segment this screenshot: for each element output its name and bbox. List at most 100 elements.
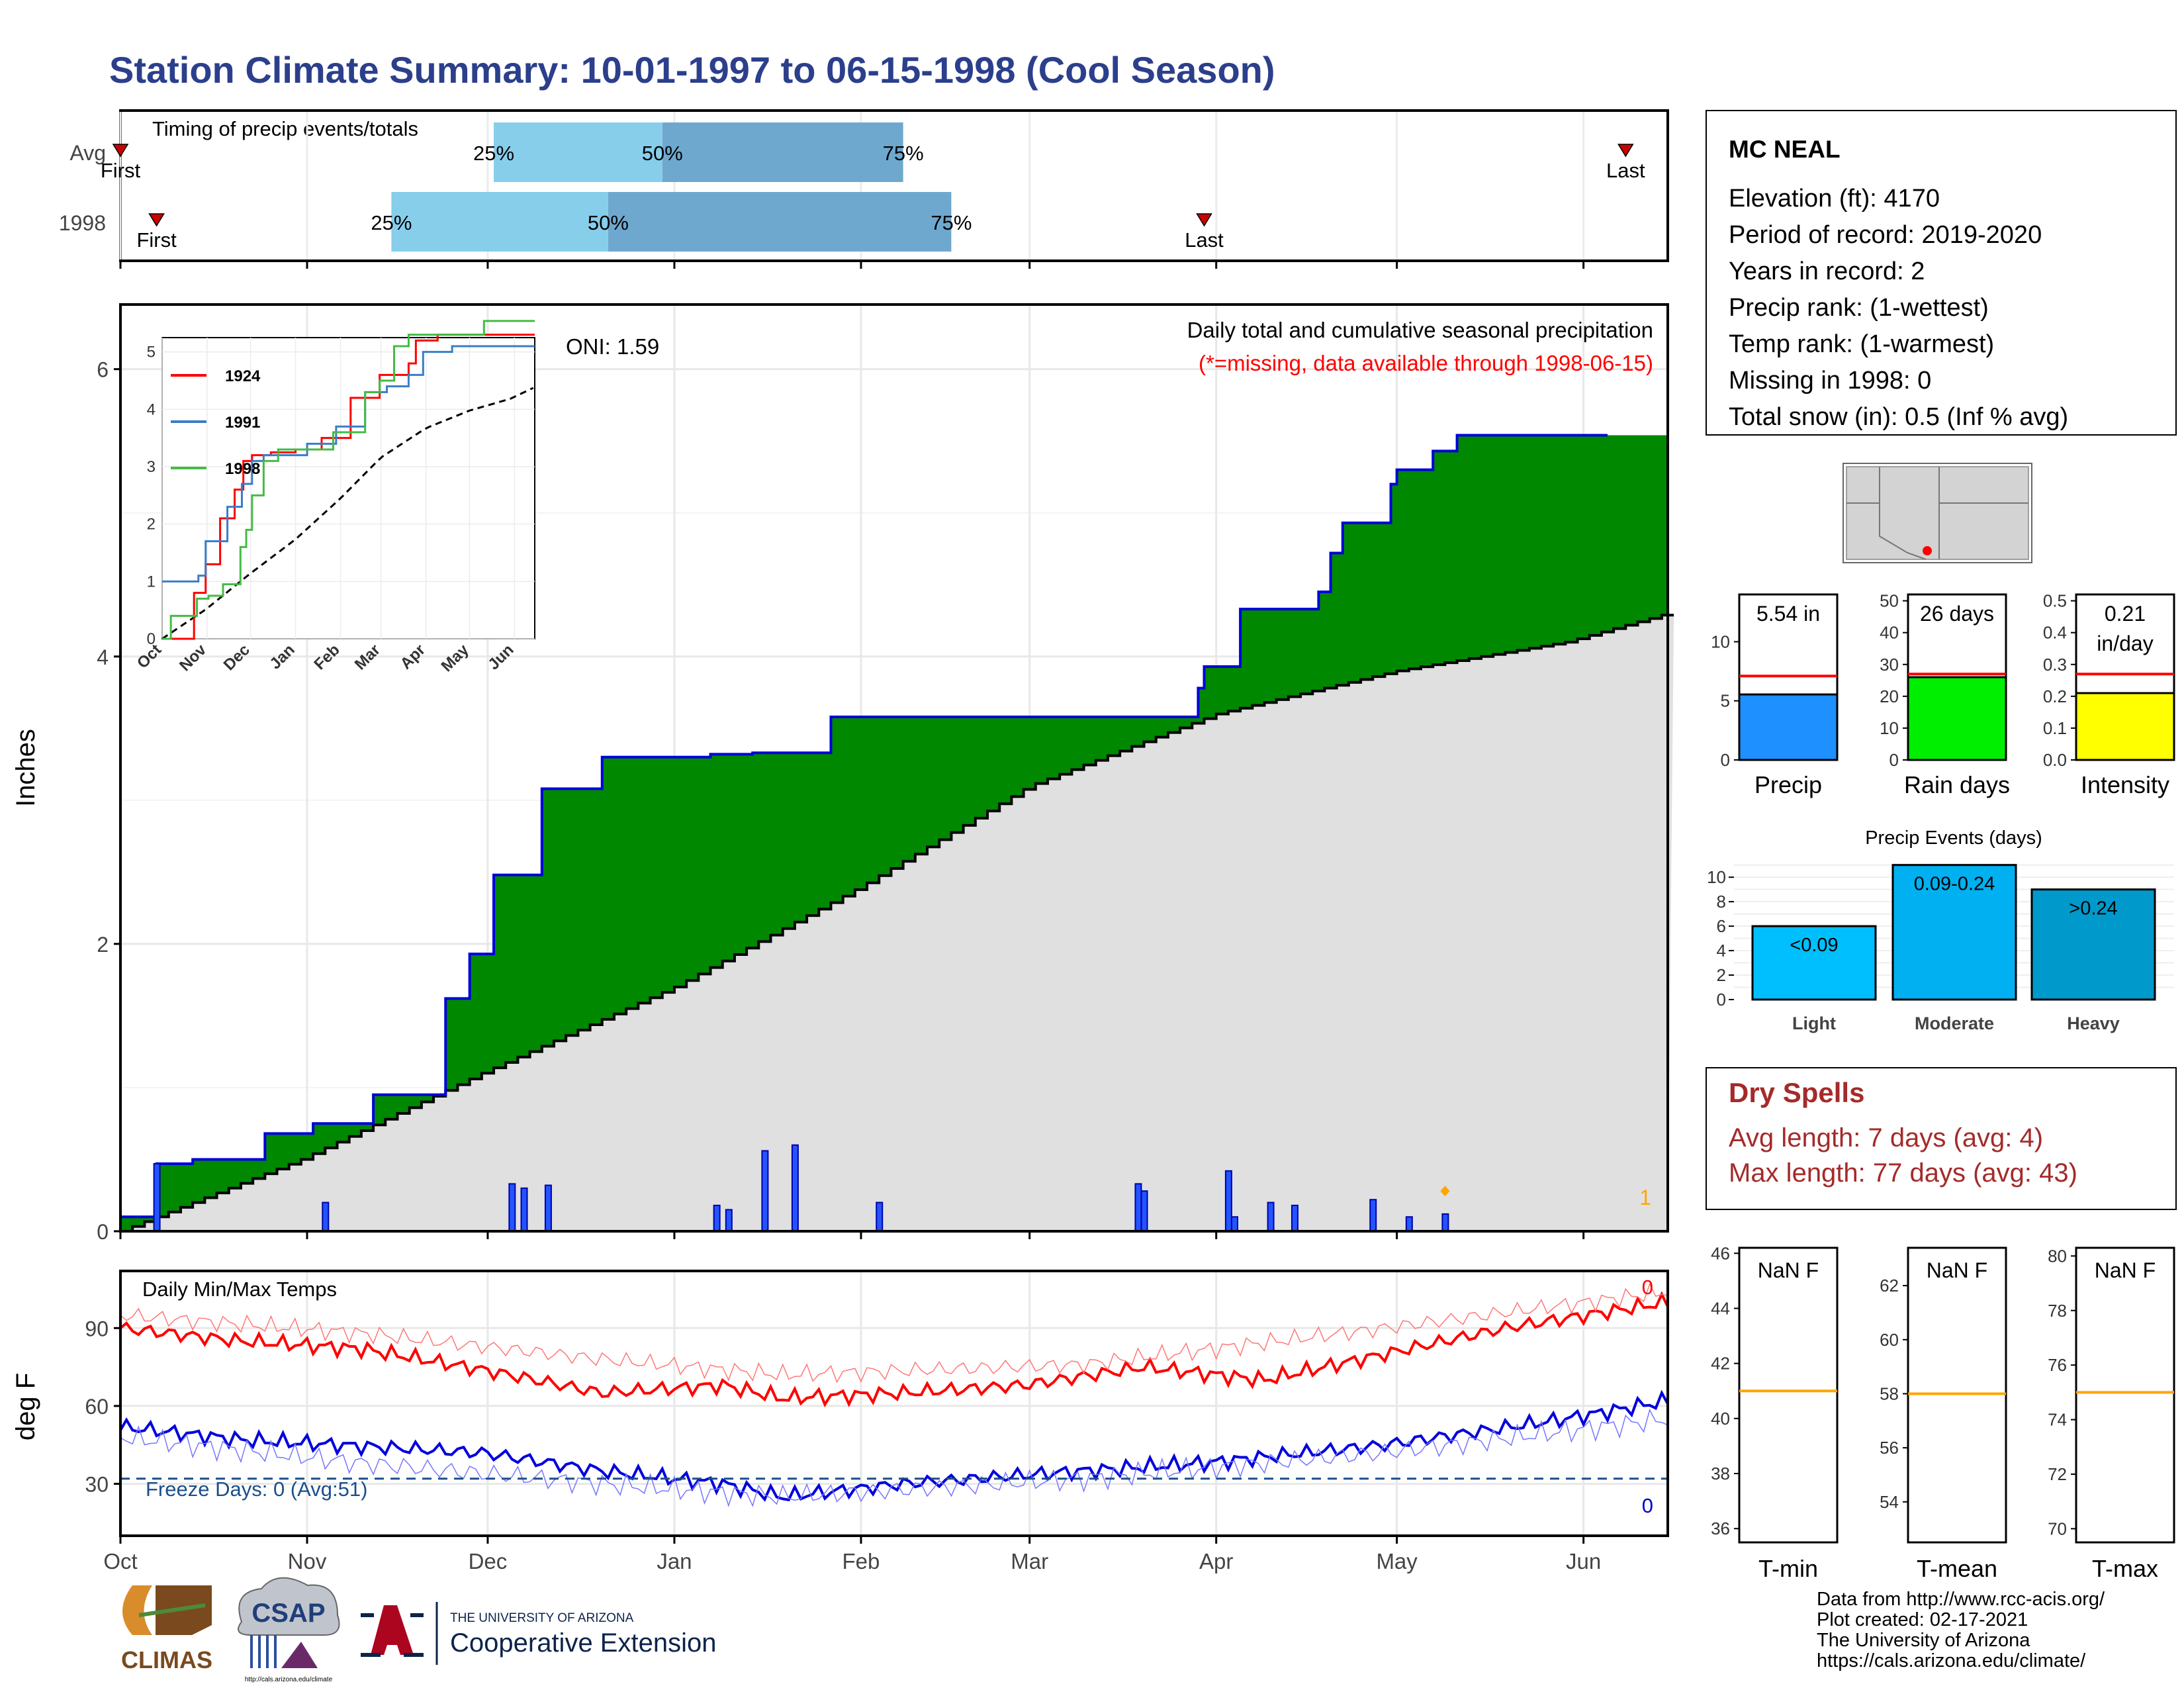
- state-borders: [1879, 467, 2028, 559]
- temp-box-tick-label: 58: [1880, 1383, 1899, 1403]
- mini-bar-tick-label: 50: [1880, 591, 1899, 611]
- mini-bar-tick-label: 10: [1711, 632, 1730, 651]
- daily-precip-bar: [153, 1162, 161, 1232]
- temp-box-tick-label: 60: [1880, 1330, 1899, 1350]
- mini-bar-value: 0.21: [2105, 602, 2146, 626]
- daily-precip-bar: [876, 1201, 884, 1232]
- mini-bar-label: Rain days: [1904, 771, 2010, 798]
- timing-panel: Timing of precip events/totals Avg 1998 …: [59, 109, 1669, 269]
- timing-first-marker: [148, 213, 165, 227]
- inset-ytick-label: 5: [147, 344, 156, 361]
- event-bar-moderate: [1891, 864, 2017, 1001]
- mini-bar-precip: [1738, 693, 1839, 761]
- precip-subcaption: (*=missing, data available through 1998-…: [1199, 351, 1653, 375]
- climas-swirl: [122, 1585, 152, 1635]
- event-bar-light: [1751, 925, 1877, 1001]
- events-title: Precip Events (days): [1865, 827, 2042, 849]
- oni-value: ONI: 1.59: [566, 334, 659, 359]
- temp-box-tick-label: 46: [1711, 1243, 1730, 1263]
- inset-ytick-label: 0: [147, 630, 156, 648]
- temp-box-value: NaN F: [1927, 1258, 1987, 1282]
- event-bar-label: >0.24: [2069, 898, 2117, 919]
- temp-box-tick-label: 70: [2048, 1519, 2067, 1538]
- month-label: Jun: [1566, 1549, 1601, 1573]
- month-label: Oct: [103, 1549, 137, 1573]
- temp-plot-bg: [120, 1271, 1668, 1536]
- temp-ytick-label: 60: [85, 1395, 109, 1419]
- station-info-line: Total snow (in): 0.5 (Inf % avg): [1729, 403, 2068, 431]
- daily-precip-bar: [725, 1209, 733, 1233]
- mini-bar-tick-label: 5: [1721, 691, 1730, 711]
- timing-q75-label: 75%: [931, 211, 972, 234]
- daily-precip-bar: [322, 1201, 330, 1232]
- month-label: Dec: [469, 1549, 508, 1573]
- timing-last-marker: [1617, 144, 1634, 158]
- station-info-line: Missing in 1998: 0: [1729, 367, 1931, 395]
- temp-box-tick-label: 76: [2048, 1355, 2067, 1375]
- climas-text: CLIMAS: [121, 1646, 212, 1673]
- mini-bar-tick-label: 30: [1880, 655, 1899, 675]
- precip-frame: [119, 303, 1669, 1233]
- inset-frame: [161, 337, 535, 639]
- arizona-border: [1846, 502, 1927, 560]
- freeze-days: Freeze Days: 0 (Avg:51): [146, 1477, 367, 1501]
- dry-frame: [1706, 1067, 2177, 1210]
- station-info-line: Precip rank: (1-wettest): [1729, 294, 1989, 322]
- csap-mountain: [281, 1642, 318, 1668]
- station-name: MC NEAL: [1729, 136, 1841, 163]
- timing-last-marker: [1196, 213, 1212, 227]
- mini-bar-value: 5.54 in: [1756, 602, 1820, 626]
- ua-big: Cooperative Extension: [450, 1628, 716, 1658]
- daily-precip-bar: [544, 1184, 552, 1232]
- normal-line: [120, 614, 1674, 1233]
- month-label: Mar: [1011, 1549, 1048, 1573]
- timing-row-1998-label: 1998: [59, 211, 106, 235]
- temp-box-tick-label: 40: [1711, 1409, 1730, 1429]
- station-marker: [1923, 546, 1932, 555]
- temp-series-max: [119, 1291, 1669, 1408]
- logos: CLIMAS CSAP http://cals.arizona.edu/clim…: [121, 1577, 716, 1683]
- precip-panel: Daily total and cumulative seasonal prec…: [11, 303, 1674, 1244]
- inset-legend-label: 1991: [225, 414, 260, 432]
- mini-bar-tick-label: 0.3: [2043, 655, 2067, 675]
- mini-bar-tick-label: 0.1: [2043, 718, 2067, 738]
- timing-q25-q50-bar: [494, 122, 662, 182]
- daily-precip-bar: [508, 1183, 516, 1232]
- timing-row-avg-label: Avg: [69, 141, 106, 165]
- credits: Data from http://www.rcc-acis.org/ Plot …: [1817, 1589, 2105, 1671]
- daily-precip-bar: [520, 1187, 528, 1232]
- precip-ytick-label: 4: [97, 645, 109, 669]
- station-info-line: Years in record: 2: [1729, 258, 1925, 285]
- daily-precip-bar: [761, 1150, 769, 1232]
- daily-precip-bar: [791, 1144, 799, 1233]
- mini-bar-tick-label: 40: [1880, 623, 1899, 643]
- credit-line-2: Plot created: 02-17-2021: [1817, 1609, 2028, 1630]
- mini-bar-tick-label: 20: [1880, 686, 1899, 706]
- temp-box-tick-label: 38: [1711, 1464, 1730, 1483]
- precip-events-chart: Precip Events (days) 0 2 4 6 8 10 <0.09 Light 0.0…: [1707, 827, 2174, 1033]
- dry-max: Max length: 77 days (avg: 43): [1729, 1158, 2077, 1188]
- csap-url: http://cals.arizona.edu/climate: [245, 1676, 333, 1683]
- mini-bar-label: Intensity: [2081, 771, 2169, 798]
- precip-corner-count: 1: [1639, 1186, 1651, 1209]
- temp-box-label: T-mean: [1917, 1555, 1997, 1582]
- temp-box-frame: [1907, 1246, 2007, 1544]
- map-region: [1846, 466, 2029, 560]
- mini-bar-rain-days: [1907, 676, 2007, 761]
- temp-box-frame: [1738, 1246, 1839, 1544]
- mini-bar-tick-label: 0.0: [2043, 750, 2067, 770]
- event-category-label: Moderate: [1915, 1013, 1994, 1033]
- temp-box-tick-label: 78: [2048, 1301, 2067, 1321]
- events-tick-label: 10: [1707, 867, 1726, 887]
- credit-line-1: Data from http://www.rcc-acis.org/: [1817, 1589, 2105, 1610]
- timing-q25-label: 25%: [371, 211, 412, 234]
- station-info-line: Period of record: 2019-2020: [1729, 221, 2042, 249]
- temp-box-label: T-max: [2092, 1555, 2158, 1582]
- mini-bar-tick-label: 10: [1880, 718, 1899, 738]
- temp-box-value: NaN F: [1758, 1258, 1819, 1282]
- ua-a-icon: [371, 1605, 414, 1655]
- inset-legend-label: 1924: [225, 367, 261, 385]
- event-bar-label: 0.09-0.24: [1914, 874, 1995, 895]
- page-title: Station Climate Summary: 10-01-1997 to 0…: [109, 49, 1275, 91]
